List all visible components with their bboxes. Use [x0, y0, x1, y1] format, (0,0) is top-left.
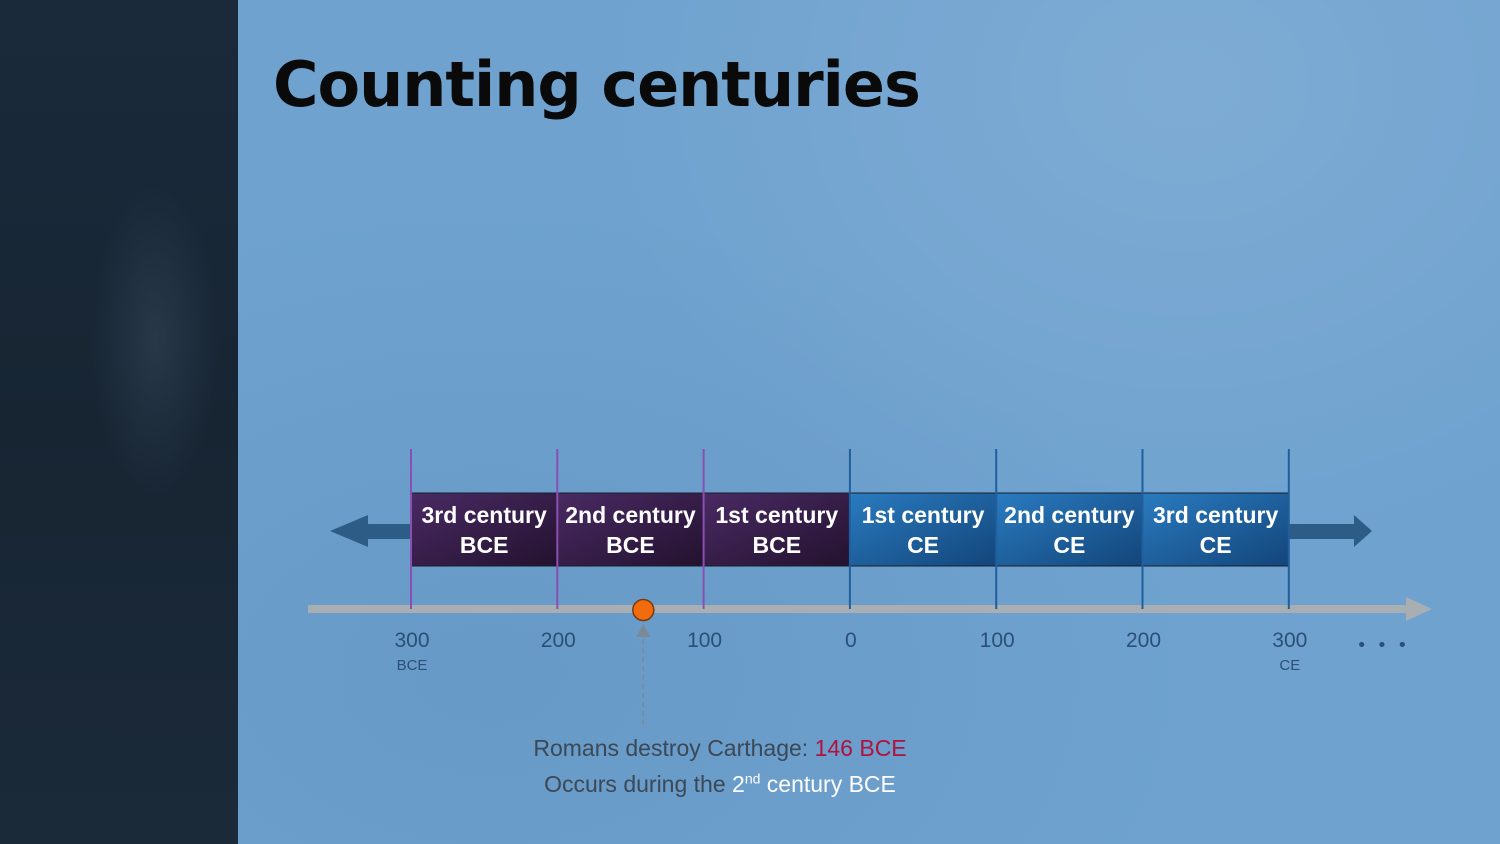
caption-event-year: 146 BCE [814, 735, 907, 761]
segment-label-century: 1st century [715, 502, 838, 528]
event-pointer-arrowhead-icon [636, 624, 651, 637]
caption-century-number: 2nd [732, 770, 761, 797]
left-arrow [330, 515, 412, 547]
segment-label-century: 3rd century [1153, 502, 1278, 528]
tick-labels: 300 BCE 200 100 0 100 200 300 CE [394, 629, 1307, 674]
segment-label-century: 1st century [862, 502, 985, 528]
left-panel [0, 0, 238, 844]
tick-label: 0 [845, 629, 857, 652]
segment-label-era: CE [1053, 532, 1085, 558]
ellipsis-icon: • • • [1356, 635, 1409, 656]
segment-box [849, 492, 997, 567]
segment-label-century: 2nd century [565, 502, 696, 528]
caption-line-2: Occurs during the 2nd century BCE [470, 766, 970, 802]
tick-era-label: BCE [397, 657, 428, 674]
segment-box [995, 492, 1144, 567]
event-marker-dot [632, 598, 655, 622]
caption-century-suffix: century BCE [760, 771, 896, 797]
century-segment: 3rd century CE [1142, 492, 1290, 567]
caption-occurs-text: Occurs during the [544, 771, 733, 797]
axis-arrowhead-icon [1406, 597, 1432, 621]
segment-label-era: BCE [606, 532, 655, 558]
tick-era-label: CE [1279, 657, 1300, 674]
event-marker-group [632, 598, 655, 724]
century-segments: 3rd century BCE 2nd century BCE 1st century B… [410, 492, 1290, 567]
tick-label: 100 [980, 629, 1015, 652]
century-segment: 2nd century BCE [556, 492, 705, 567]
event-caption: Romans destroy Carthage: 146 BCE Occurs … [470, 730, 970, 802]
caption-event-text: Romans destroy Carthage: [533, 735, 815, 761]
segment-box [410, 492, 558, 567]
tick-label: 200 [1126, 629, 1161, 652]
segment-label-era: CE [907, 532, 939, 558]
caption-line-1: Romans destroy Carthage: 146 BCE [470, 730, 970, 766]
segment-label-era: CE [1200, 532, 1232, 558]
tick-label: 200 [541, 629, 576, 652]
time-axis [308, 597, 1432, 621]
tick-label: 300 [394, 629, 429, 652]
axis-bar [308, 605, 1408, 613]
tick-label: 300 [1272, 629, 1307, 652]
century-segment: 2nd century CE [995, 492, 1144, 567]
slide-background [238, 0, 1500, 844]
right-arrow [1288, 515, 1372, 547]
segment-label-century: 3rd century [422, 502, 547, 528]
segment-label-era: BCE [752, 532, 801, 558]
tick-label: 100 [687, 629, 722, 652]
century-segment: 1st century BCE [703, 492, 851, 567]
segment-label-era: BCE [460, 532, 509, 558]
slide-title: Counting centuries [273, 48, 921, 121]
century-segment: 3rd century BCE [410, 492, 558, 567]
century-segment: 1st century CE [849, 492, 997, 567]
century-boundaries [410, 449, 1290, 609]
segment-label-century: 2nd century [1004, 502, 1135, 528]
